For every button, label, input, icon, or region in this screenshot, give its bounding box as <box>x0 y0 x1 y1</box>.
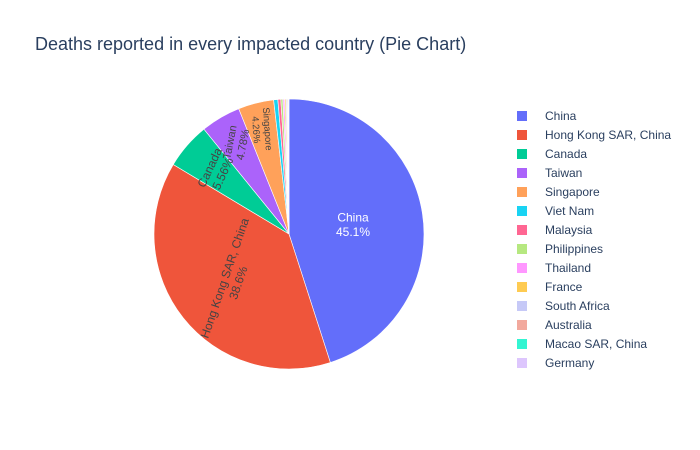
legend-swatch <box>517 300 527 311</box>
legend-swatch <box>517 110 527 121</box>
legend-item-south-africa[interactable]: South Africa <box>517 296 671 315</box>
legend-label: South Africa <box>545 298 610 313</box>
legend-swatch <box>517 186 527 197</box>
legend-item-malaysia[interactable]: Malaysia <box>517 220 671 239</box>
legend-item-taiwan[interactable]: Taiwan <box>517 163 671 182</box>
legend-label: Philippines <box>545 241 604 256</box>
legend-swatch <box>517 148 527 159</box>
legend-label: Viet Nam <box>545 203 595 218</box>
legend-label: Taiwan <box>545 165 583 180</box>
legend-label: Hong Kong SAR, China <box>545 127 672 142</box>
legend-swatch <box>517 129 527 140</box>
legend-swatch <box>517 357 527 368</box>
legend: China Hong Kong SAR, China Canada Taiwan Sin… <box>517 106 671 372</box>
legend-item-france[interactable]: France <box>517 277 671 296</box>
legend-swatch <box>517 262 527 273</box>
legend-item-hong-kong-sar-china[interactable]: Hong Kong SAR, China <box>517 125 671 144</box>
legend-item-viet-nam[interactable]: Viet Nam <box>517 201 671 220</box>
legend-label: Thailand <box>545 260 592 275</box>
legend-label: Canada <box>545 146 588 161</box>
legend-swatch <box>517 205 527 216</box>
legend-item-macao-sar-china[interactable]: Macao SAR, China <box>517 334 671 353</box>
legend-label: France <box>545 279 583 294</box>
legend-item-thailand[interactable]: Thailand <box>517 258 671 277</box>
pie-slice-china[interactable] <box>288 98 425 363</box>
legend-label: Germany <box>545 355 595 370</box>
legend-label: Australia <box>545 317 592 332</box>
slice-label-china: China 45.1% <box>336 211 370 239</box>
legend-item-germany[interactable]: Germany <box>517 353 671 372</box>
legend-item-china[interactable]: China <box>517 106 671 125</box>
legend-swatch <box>517 167 527 178</box>
legend-swatch <box>517 281 527 292</box>
legend-item-philippines[interactable]: Philippines <box>517 239 671 258</box>
legend-swatch <box>517 224 527 235</box>
legend-swatch <box>517 319 527 330</box>
legend-label: Singapore <box>545 184 600 199</box>
legend-swatch <box>517 243 527 254</box>
legend-swatch <box>517 338 527 349</box>
legend-item-canada[interactable]: Canada <box>517 144 671 163</box>
legend-label: China <box>545 108 577 123</box>
legend-item-singapore[interactable]: Singapore <box>517 182 671 201</box>
pie-slice-germany[interactable] <box>288 98 290 235</box>
pie-slice-hong-kong-sar-china[interactable] <box>153 164 331 370</box>
chart-title: Deaths reported in every impacted countr… <box>35 34 467 54</box>
legend-item-australia[interactable]: Australia <box>517 315 671 334</box>
slice-label-singapore: Singapore4.26% <box>249 107 274 152</box>
legend-label: Macao SAR, China <box>545 336 648 351</box>
legend-label: Malaysia <box>545 222 593 237</box>
